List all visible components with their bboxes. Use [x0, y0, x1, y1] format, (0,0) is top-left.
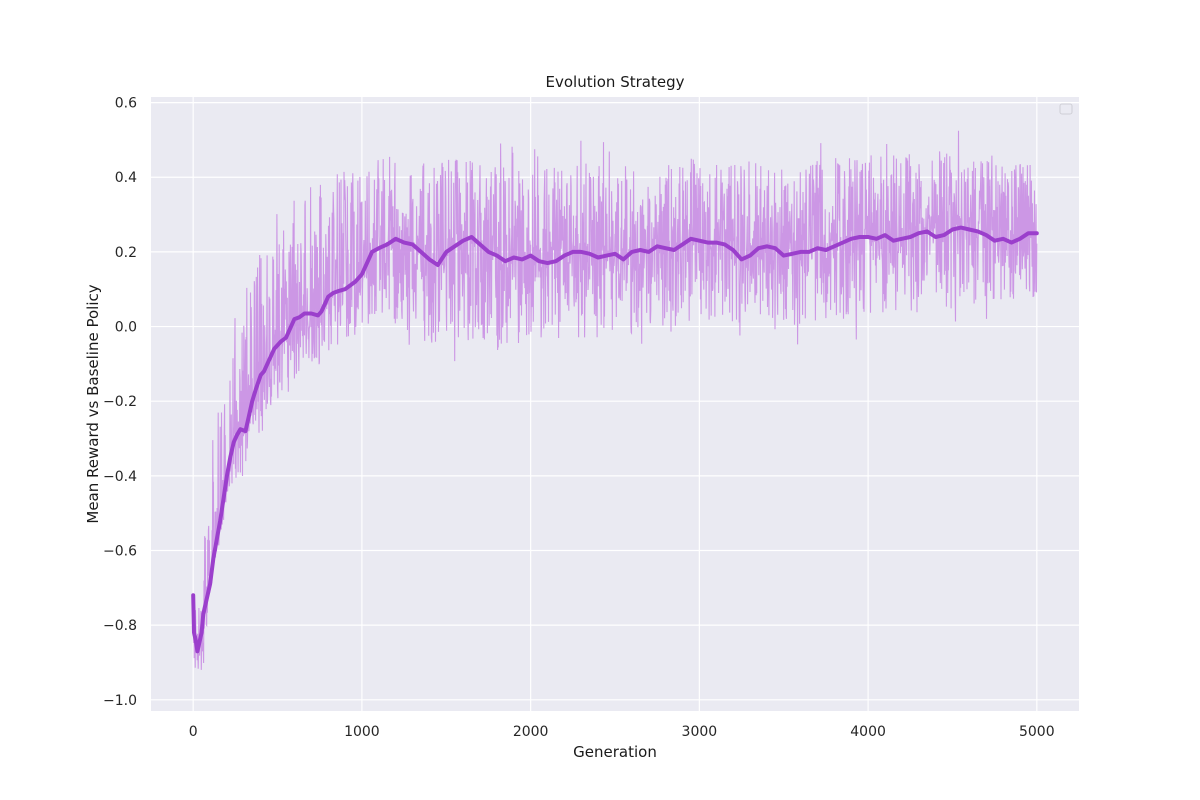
y-tick-label: 0.6 — [115, 96, 137, 112]
raw-reward-series — [192, 130, 1038, 670]
grid — [151, 97, 1079, 711]
y-tick-label: −1.0 — [103, 693, 137, 709]
y-tick-label: −0.4 — [103, 469, 137, 485]
y-tick-label: 0.4 — [115, 170, 137, 186]
x-tick-label: 4000 — [850, 724, 886, 740]
y-axis-label: Mean Reward vs Baseline Policy — [84, 284, 102, 523]
chart-title: Evolution Strategy — [546, 73, 685, 91]
y-tick-label: −0.2 — [103, 394, 137, 410]
raw-reward-line — [192, 130, 1038, 670]
smoothed-reward-line — [191, 225, 1039, 654]
legend-box — [1059, 103, 1073, 115]
x-tick-label: 1000 — [344, 724, 380, 740]
y-tick-label: −0.8 — [103, 618, 137, 634]
x-axis-label: Generation — [573, 743, 657, 761]
y-tick-label: 0.2 — [115, 245, 137, 261]
y-axis-ticks: −1.0 −0.8 −0.6 −0.4 −0.2 0.0 0.2 0.4 0.6 — [103, 96, 137, 709]
smoothed-reward-series — [191, 225, 1039, 654]
x-tick-label: 2000 — [513, 724, 549, 740]
x-axis-ticks: 0 1000 2000 3000 4000 5000 — [189, 724, 1055, 740]
x-tick-label: 0 — [189, 724, 198, 740]
x-tick-label: 3000 — [682, 724, 718, 740]
y-tick-label: 0.0 — [115, 320, 137, 336]
y-tick-label: −0.6 — [103, 544, 137, 560]
plot-background — [151, 97, 1079, 711]
x-tick-label: 5000 — [1019, 724, 1055, 740]
